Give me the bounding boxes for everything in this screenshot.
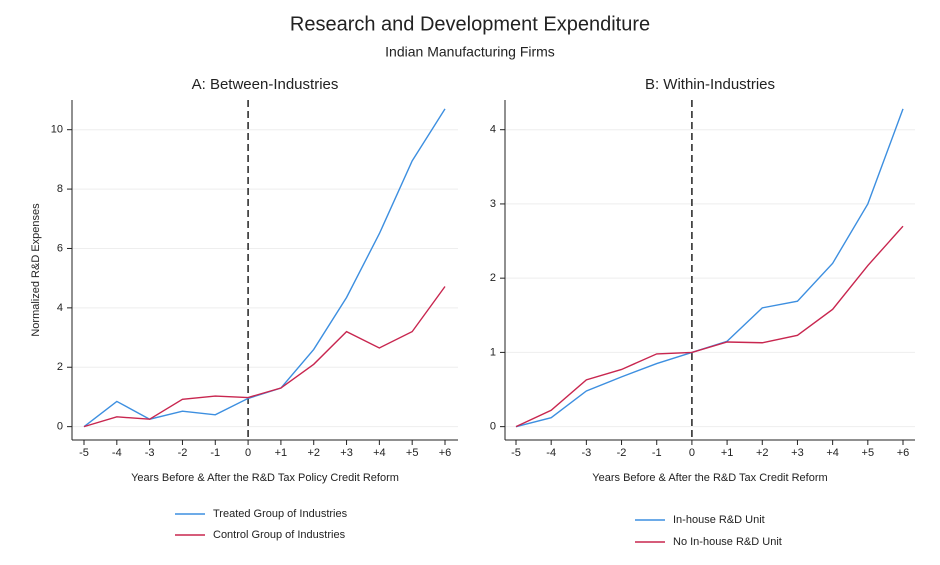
series-line — [515, 108, 904, 428]
x-tick-label: -1 — [210, 447, 220, 459]
y-tick-label: 2 — [490, 272, 496, 284]
x-tick-label: -4 — [546, 447, 556, 459]
y-tick-label: 0 — [57, 421, 63, 433]
y-tick-label: 2 — [57, 361, 63, 373]
chart-title: B: Within-Industries — [645, 76, 775, 93]
x-tick-label: -1 — [652, 447, 662, 459]
x-tick-label: 0 — [689, 447, 695, 459]
y-tick-label: 0 — [490, 421, 496, 433]
y-tick-label: 8 — [57, 183, 63, 195]
x-tick-label: +5 — [862, 447, 875, 459]
legend-label: In-house R&D Unit — [673, 514, 765, 526]
figure-title: Research and Development Expenditure — [290, 13, 650, 35]
y-tick-label: 1 — [490, 346, 496, 358]
x-tick-label: -2 — [617, 447, 627, 459]
x-tick-label: +4 — [373, 447, 386, 459]
y-tick-label: 4 — [57, 302, 63, 314]
y-axis-label: Normalized R&D Expenses — [30, 203, 42, 337]
figure-subtitle: Indian Manufacturing Firms — [385, 44, 555, 60]
x-tick-label: -4 — [112, 447, 122, 459]
x-axis-label: Years Before & After the R&D Tax Policy … — [131, 472, 399, 484]
x-tick-label: +3 — [340, 447, 353, 459]
x-tick-label: +2 — [307, 447, 320, 459]
x-tick-label: +5 — [406, 447, 419, 459]
x-axis-label: Years Before & After the R&D Tax Credit … — [592, 472, 827, 484]
y-tick-label: 4 — [490, 124, 496, 136]
x-tick-label: +3 — [791, 447, 804, 459]
series-line — [83, 108, 446, 428]
x-tick-label: -3 — [581, 447, 591, 459]
y-tick-label: 6 — [57, 242, 63, 254]
x-tick-label: +6 — [439, 447, 452, 459]
legend-label: Treated Group of Industries — [213, 508, 348, 520]
y-tick-label: 10 — [51, 124, 63, 136]
x-tick-label: +1 — [275, 447, 288, 459]
x-tick-label: +4 — [826, 447, 839, 459]
chart-title: A: Between-Industries — [192, 76, 339, 93]
series-line — [515, 225, 904, 428]
x-tick-label: +6 — [897, 447, 910, 459]
series-line — [83, 286, 446, 428]
x-tick-label: 0 — [245, 447, 251, 459]
x-tick-label: +1 — [721, 447, 734, 459]
x-tick-label: -5 — [79, 447, 89, 459]
legend-label: Control Group of Industries — [213, 529, 346, 541]
legend-label: No In-house R&D Unit — [673, 536, 782, 548]
x-tick-label: -3 — [145, 447, 155, 459]
x-tick-label: -2 — [178, 447, 188, 459]
x-tick-label: -5 — [511, 447, 521, 459]
y-tick-label: 3 — [490, 198, 496, 210]
x-tick-label: +2 — [756, 447, 769, 459]
